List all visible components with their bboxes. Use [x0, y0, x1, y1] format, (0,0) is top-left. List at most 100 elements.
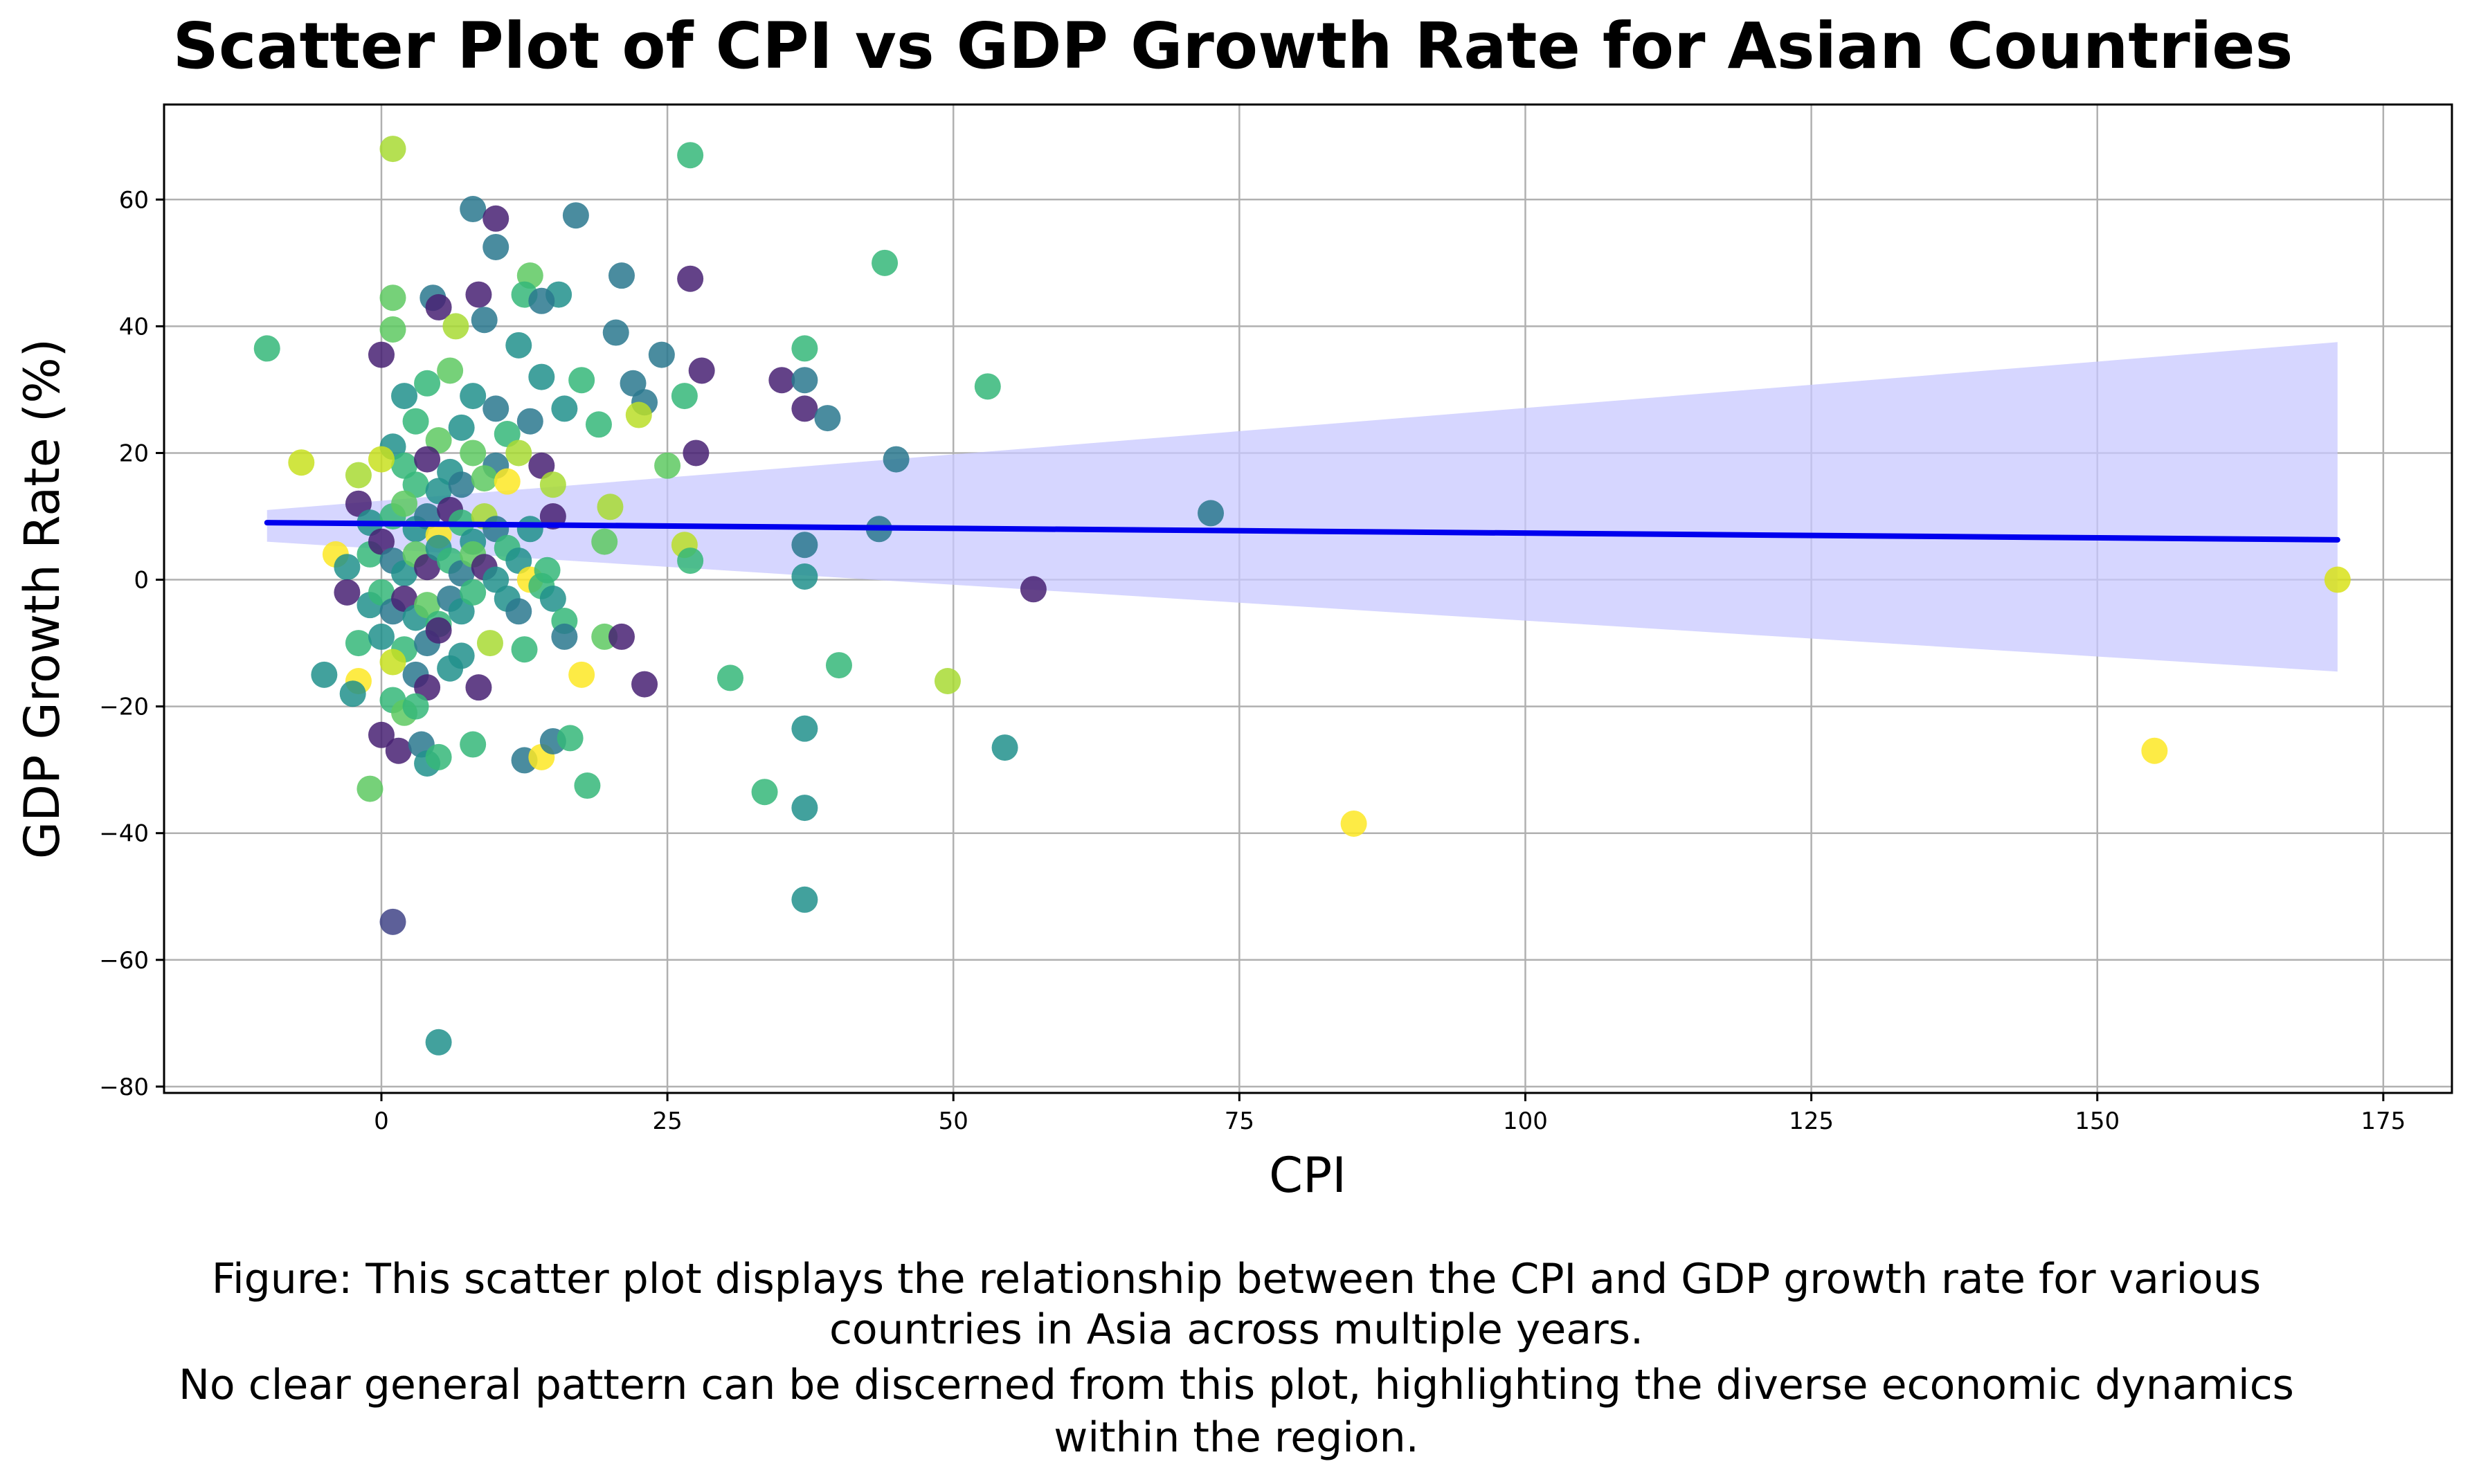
- data-point: [825, 652, 852, 679]
- data-point: [991, 734, 1018, 761]
- x-axis-label: CPI: [1269, 1147, 1346, 1204]
- confidence-band: [267, 342, 2338, 672]
- x-tick-label: 0: [374, 1107, 389, 1135]
- data-point: [465, 674, 492, 701]
- data-point: [448, 560, 475, 587]
- data-point: [425, 1029, 452, 1056]
- data-point: [791, 795, 818, 822]
- data-point: [2324, 566, 2351, 593]
- confidence-band-layer: [267, 342, 2338, 672]
- chart-title: Scatter Plot of CPI vs GDP Growth Rate f…: [173, 9, 2293, 83]
- data-point: [345, 462, 372, 489]
- data-point: [494, 468, 521, 495]
- data-point: [516, 408, 543, 435]
- data-point: [791, 532, 818, 559]
- y-axis-label: GDP Growth Rate (%): [14, 338, 71, 859]
- data-point: [357, 775, 384, 802]
- data-point: [551, 395, 578, 422]
- data-point: [620, 370, 647, 397]
- data-point: [471, 465, 498, 492]
- data-point: [425, 427, 452, 454]
- data-point: [568, 661, 595, 688]
- data-point: [379, 908, 406, 935]
- data-point: [511, 636, 538, 663]
- data-point: [516, 516, 543, 543]
- data-point: [2141, 737, 2168, 764]
- y-tick-label: 60: [119, 186, 149, 214]
- data-point: [1020, 576, 1047, 603]
- y-tick-label: −60: [99, 947, 149, 975]
- data-point: [425, 478, 452, 505]
- data-point: [608, 262, 635, 289]
- data-point: [288, 449, 315, 476]
- data-point: [391, 490, 418, 517]
- data-point: [677, 548, 704, 574]
- data-point: [460, 731, 487, 758]
- data-point: [482, 566, 509, 593]
- data-point: [562, 202, 589, 229]
- data-point: [379, 649, 406, 676]
- data-point: [402, 471, 429, 498]
- data-point: [482, 205, 509, 232]
- data-point: [677, 142, 704, 169]
- data-point: [414, 554, 441, 581]
- y-tick-label: −80: [99, 1074, 149, 1101]
- data-point: [677, 265, 704, 292]
- data-point: [671, 383, 698, 410]
- data-point: [368, 579, 395, 606]
- y-axis-ticks: −80 −60 −40 −20 0 20 40 60: [99, 186, 164, 1101]
- x-tick-label: 100: [1503, 1107, 1548, 1135]
- caption-line-2: countries in Asia across multiple years.: [829, 1305, 1643, 1354]
- data-point: [597, 494, 624, 521]
- data-point: [768, 367, 795, 394]
- figure-caption: Figure: This scatter plot displays the r…: [179, 1255, 2294, 1462]
- data-point: [368, 721, 395, 748]
- x-tick-label: 75: [1225, 1107, 1254, 1135]
- data-point: [339, 680, 366, 707]
- regression-line: [264, 520, 2340, 543]
- data-point: [437, 655, 464, 682]
- data-point: [368, 446, 395, 473]
- data-point: [539, 471, 566, 498]
- data-point: [716, 664, 743, 691]
- data-point: [791, 563, 818, 590]
- data-point: [385, 737, 412, 764]
- data-point: [448, 414, 475, 441]
- data-point: [402, 408, 429, 435]
- data-point: [648, 341, 675, 368]
- data-point: [791, 367, 818, 394]
- data-point: [791, 335, 818, 362]
- data-point: [883, 446, 910, 473]
- data-point: [1198, 500, 1225, 527]
- x-axis-ticks: 0 25 50 75 100 125 150 175: [374, 1093, 2406, 1135]
- data-point: [654, 452, 681, 479]
- data-point: [379, 136, 406, 163]
- data-point: [345, 630, 372, 657]
- data-point: [437, 357, 464, 384]
- data-point: [872, 249, 899, 276]
- data-point: [368, 341, 395, 368]
- data-point: [814, 405, 841, 432]
- data-point: [1340, 810, 1367, 837]
- data-point: [505, 440, 532, 467]
- data-point: [602, 319, 629, 346]
- data-point: [751, 779, 778, 806]
- data-point: [425, 617, 452, 644]
- data-point: [585, 411, 612, 438]
- data-point: [528, 287, 555, 314]
- data-point: [391, 383, 418, 410]
- y-tick-label: −20: [99, 694, 149, 721]
- data-point: [414, 674, 441, 701]
- data-point: [608, 623, 635, 650]
- data-point: [465, 281, 492, 308]
- data-point: [414, 592, 441, 619]
- data-point: [791, 886, 818, 913]
- data-point: [476, 630, 503, 657]
- data-point: [934, 668, 961, 694]
- data-point: [539, 586, 566, 612]
- data-point: [379, 316, 406, 343]
- data-point: [505, 598, 532, 625]
- data-point: [482, 395, 509, 422]
- data-point: [482, 233, 509, 260]
